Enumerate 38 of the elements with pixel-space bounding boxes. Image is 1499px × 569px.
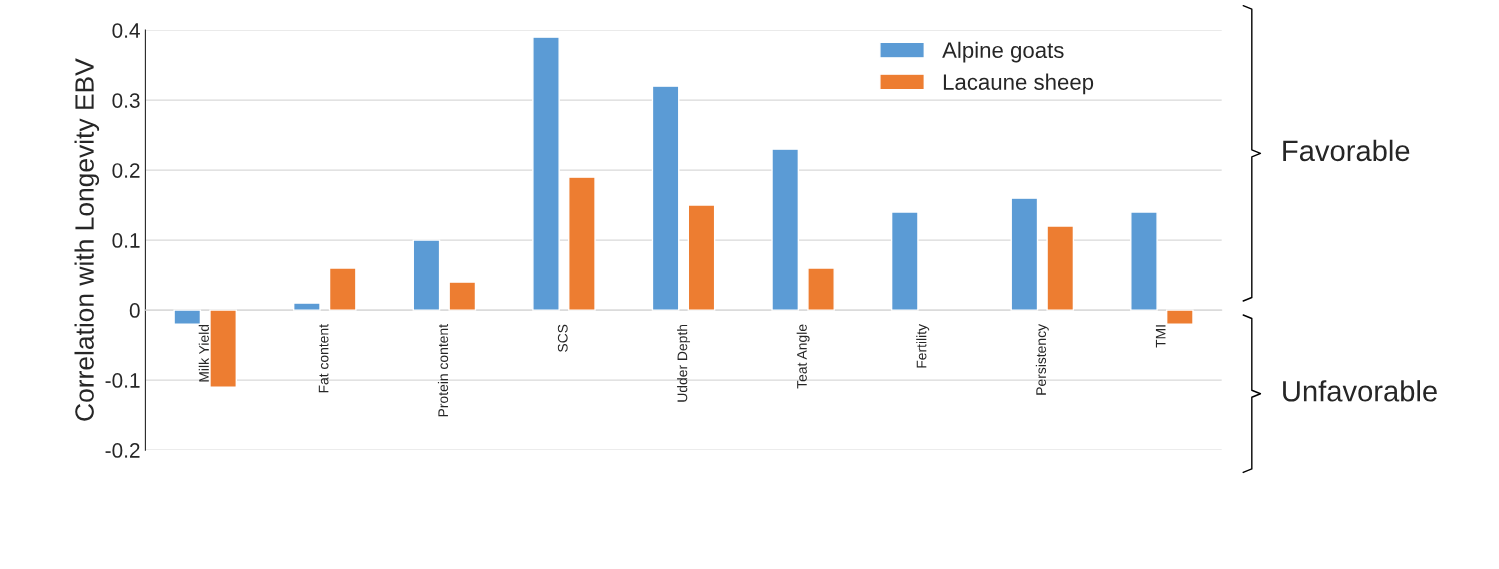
bar: [532, 36, 560, 311]
x-tick-label: Protein content: [437, 324, 449, 417]
y-tick-label: -0.1: [105, 373, 140, 388]
x-tick-label: Fat content: [318, 324, 329, 393]
bar: [209, 309, 237, 388]
y-tick-label: 0.3: [112, 93, 140, 108]
bar: [1130, 211, 1158, 311]
x-tick-label: Teat Angle: [796, 324, 810, 389]
x-tick-label: Fertility: [916, 324, 930, 368]
bar: [1165, 309, 1194, 325]
bar: [1046, 225, 1075, 311]
bar: [328, 267, 357, 311]
legend-label: Lacaune sheep: [943, 73, 1094, 95]
bar: [651, 85, 680, 311]
y-tick-label: 0: [129, 303, 140, 318]
y-tick-label: 0.2: [112, 163, 140, 178]
bar: [292, 302, 321, 311]
y-tick-label: -0.2: [105, 443, 140, 458]
x-tick-label: Udder Depth: [677, 324, 691, 402]
text: Unfavorable: [1283, 380, 1437, 402]
y-tick-label: 0.1: [112, 233, 140, 248]
bar: [173, 309, 202, 325]
bar: [890, 211, 919, 311]
bar: [568, 176, 596, 311]
bar: [771, 148, 800, 311]
bar: [687, 204, 716, 311]
x-tick-label: Persistency: [1035, 324, 1049, 395]
text: Favorable: [1283, 139, 1410, 162]
bar: [412, 239, 441, 311]
x-tick-label: TMI: [1155, 325, 1166, 348]
x-tick-label: Milk Yield: [198, 324, 209, 382]
y-axis-title: Correlation with Longevity EBV: [74, 58, 100, 421]
x-tick-label: SCS: [557, 324, 568, 352]
bar: [807, 267, 835, 311]
legend-label: Alpine goats: [942, 41, 1064, 63]
bar: [1010, 197, 1039, 311]
y-tick-label: 0.4: [112, 23, 140, 38]
bar: [448, 281, 477, 311]
